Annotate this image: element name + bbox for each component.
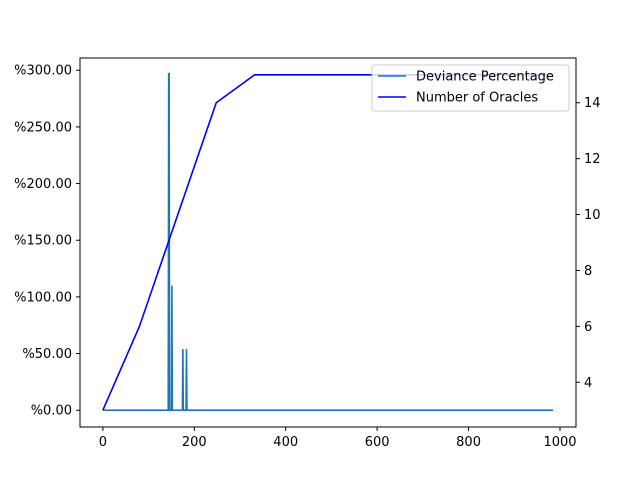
y-left-tick-label: %50.00: [22, 347, 72, 362]
x-tick-label: 200: [182, 435, 207, 450]
y-left-tick-label: %300.00: [14, 64, 72, 79]
legend: Deviance Percentage Number of Oracles: [371, 64, 570, 112]
legend-label: Number of Oracles: [416, 91, 538, 106]
x-tick-label: 0: [99, 435, 107, 450]
x-tick-label: 1000: [543, 435, 576, 450]
y-right-tick-label: 12: [584, 152, 601, 167]
legend-label: Deviance Percentage: [416, 70, 554, 85]
y-right-tick-label: 6: [584, 320, 592, 335]
plot-area-frame: [79, 57, 577, 428]
y-left-tick-label: %100.00: [14, 290, 72, 305]
axes-frame: [79, 57, 577, 428]
y-left-tick-label: %150.00: [14, 234, 72, 249]
legend-box: [371, 64, 570, 112]
x-tick-label: 600: [365, 435, 390, 450]
y-right-tick-label: 10: [584, 208, 601, 223]
y-left-tick-label: %200.00: [14, 177, 72, 192]
series-line-0: [102, 72, 554, 412]
x-tick-label: 800: [456, 435, 481, 450]
x-tick-label: 400: [273, 435, 298, 450]
y-left-tick-label: %0.00: [31, 404, 72, 419]
y-axis-left: %0.00 %50.00 %100.00 %150.00 %200.00 %250.00%…: [14, 64, 80, 419]
y-right-tick-label: 4: [584, 376, 592, 391]
y-axis-right: 4 6 8 10 12 14: [576, 96, 601, 391]
y-right-tick-label: 14: [584, 96, 601, 111]
series-line-1: [102, 73, 554, 411]
y-left-tick-label: %250.00: [14, 120, 72, 135]
series-layer: [102, 72, 554, 412]
y-right-tick-label: 8: [584, 264, 592, 279]
x-axis: 0 200 400 600 800 1000: [99, 427, 577, 450]
